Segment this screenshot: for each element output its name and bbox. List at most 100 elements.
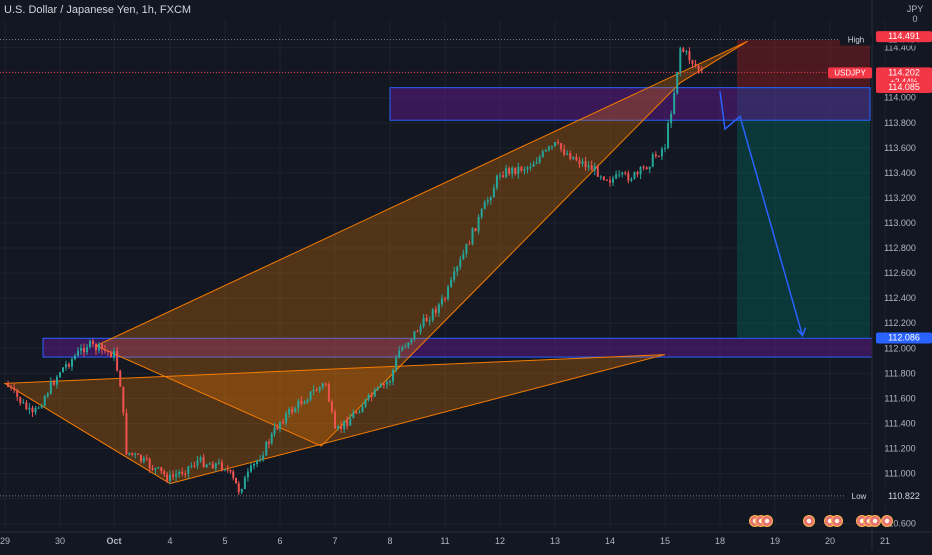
candle-down[interactable]: [609, 176, 611, 187]
candle-up[interactable]: [489, 195, 492, 205]
candle-up[interactable]: [154, 467, 157, 475]
candle-down[interactable]: [291, 406, 294, 415]
candle-down[interactable]: [220, 459, 223, 472]
candle-down[interactable]: [474, 228, 477, 232]
economic-event-icon[interactable]: [803, 515, 815, 527]
candle-up[interactable]: [214, 462, 217, 472]
candle-up[interactable]: [55, 374, 58, 389]
candle-down[interactable]: [434, 306, 437, 318]
candle-up[interactable]: [349, 413, 352, 426]
candle-up[interactable]: [243, 475, 246, 490]
candle-up[interactable]: [660, 146, 663, 161]
price-axis[interactable]: 114.400114.200114.000113.800113.600113.4…: [871, 0, 916, 550]
candle-up[interactable]: [376, 386, 379, 392]
candle-down[interactable]: [16, 388, 19, 401]
candle-up[interactable]: [673, 88, 676, 115]
candle-up[interactable]: [240, 488, 243, 495]
candle-up[interactable]: [480, 207, 483, 220]
candle-up[interactable]: [618, 170, 621, 178]
candle-up[interactable]: [450, 277, 453, 289]
candle-up[interactable]: [74, 353, 76, 361]
economic-event-icon[interactable]: [761, 515, 773, 527]
candle-up[interactable]: [670, 110, 673, 129]
candle-down[interactable]: [654, 151, 657, 159]
candle-up[interactable]: [395, 354, 398, 372]
candle-up[interactable]: [422, 313, 425, 329]
candle-down[interactable]: [235, 477, 237, 484]
candle-down[interactable]: [137, 453, 140, 455]
candles-layer[interactable]: [7, 46, 703, 496]
candle-up[interactable]: [134, 452, 137, 459]
candle-up[interactable]: [630, 177, 633, 183]
candle-down[interactable]: [627, 170, 630, 184]
candle-up[interactable]: [523, 166, 526, 175]
candle-up[interactable]: [22, 399, 25, 404]
candle-down[interactable]: [282, 418, 285, 425]
candle-up[interactable]: [535, 157, 538, 165]
candle-down[interactable]: [101, 343, 103, 355]
candle-up[interactable]: [379, 382, 382, 388]
candle-up[interactable]: [279, 421, 281, 433]
candle-down[interactable]: [125, 408, 128, 456]
candle-down[interactable]: [355, 410, 358, 414]
candle-up[interactable]: [297, 398, 300, 413]
candle-down[interactable]: [172, 470, 175, 481]
candle-up[interactable]: [667, 119, 670, 150]
candle-up[interactable]: [65, 360, 67, 371]
candle-up[interactable]: [428, 316, 431, 326]
candle-up[interactable]: [477, 214, 480, 235]
candle-down[interactable]: [229, 469, 232, 474]
candle-down[interactable]: [324, 382, 327, 388]
candle-up[interactable]: [651, 152, 654, 168]
candle-down[interactable]: [268, 438, 270, 449]
candle-down[interactable]: [110, 350, 112, 358]
candle-up[interactable]: [34, 405, 37, 415]
candle-up[interactable]: [398, 346, 401, 359]
candle-down[interactable]: [657, 155, 660, 158]
candle-down[interactable]: [602, 176, 605, 181]
candle-up[interactable]: [59, 371, 61, 379]
candle-up[interactable]: [321, 382, 324, 390]
candle-up[interactable]: [419, 324, 422, 335]
candle-up[interactable]: [80, 344, 82, 355]
candle-up[interactable]: [367, 393, 370, 402]
candle-up[interactable]: [465, 243, 468, 258]
candle-up[interactable]: [483, 199, 486, 210]
candle-up[interactable]: [128, 452, 131, 456]
candle-down[interactable]: [119, 369, 122, 387]
candle-up[interactable]: [676, 71, 679, 95]
candle-up[interactable]: [318, 386, 321, 394]
candle-down[interactable]: [193, 461, 196, 469]
candle-down[interactable]: [578, 156, 581, 169]
candle-up[interactable]: [337, 424, 340, 431]
candle-up[interactable]: [205, 463, 208, 469]
candle-down[interactable]: [25, 400, 28, 411]
candle-up[interactable]: [407, 342, 410, 349]
candle-up[interactable]: [256, 459, 259, 468]
candle-up[interactable]: [196, 456, 199, 470]
candle-up[interactable]: [581, 158, 584, 167]
candle-up[interactable]: [175, 469, 178, 482]
candle-down[interactable]: [688, 47, 691, 65]
candle-up[interactable]: [544, 149, 547, 153]
candle-up[interactable]: [410, 339, 413, 345]
candle-up[interactable]: [679, 46, 682, 77]
candle-down[interactable]: [52, 379, 55, 386]
candle-up[interactable]: [249, 463, 252, 473]
candle-down[interactable]: [584, 156, 587, 171]
candle-down[interactable]: [468, 240, 471, 245]
candle-down[interactable]: [148, 457, 151, 473]
candle-down[interactable]: [691, 59, 694, 69]
candle-up[interactable]: [309, 391, 312, 402]
candle-down[interactable]: [237, 481, 240, 496]
candle-down[interactable]: [139, 454, 142, 464]
candle-up[interactable]: [526, 165, 529, 174]
candle-up[interactable]: [217, 458, 220, 465]
candle-down[interactable]: [340, 421, 343, 434]
candle-down[interactable]: [645, 166, 648, 170]
candle-down[interactable]: [416, 329, 419, 333]
candle-down[interactable]: [104, 345, 106, 354]
candle-up[interactable]: [511, 166, 514, 179]
candle-up[interactable]: [615, 170, 618, 180]
